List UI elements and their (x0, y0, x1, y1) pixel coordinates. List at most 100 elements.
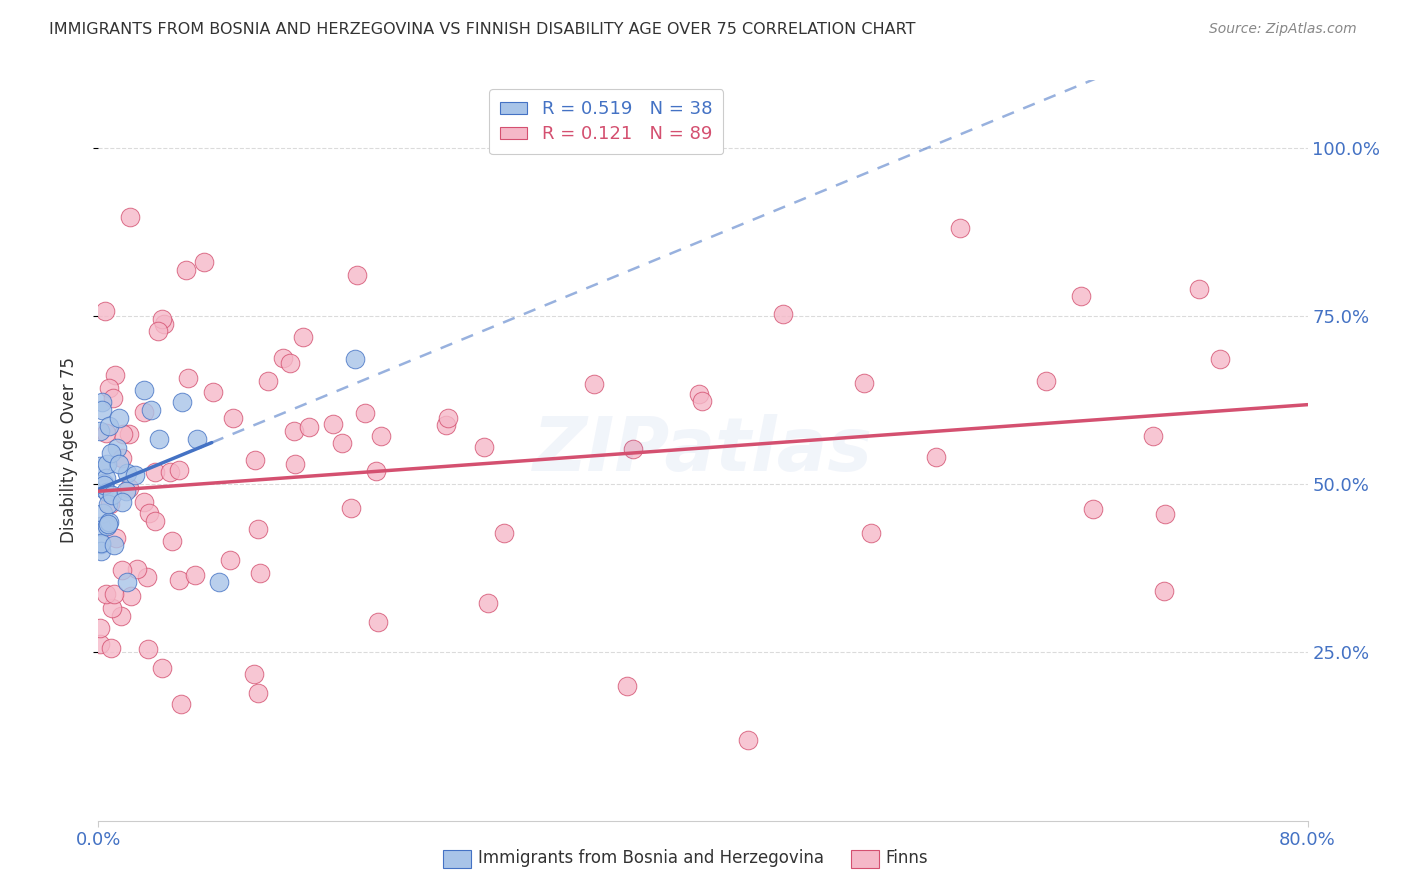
Point (298, 420, 321, 434)
Point (115, 467, 138, 481)
Point (174, 263, 197, 277)
Point (100, 446, 122, 460)
Point (120, 589, 142, 603)
Point (159, 465, 181, 479)
Point (690, 394, 713, 409)
Point (143, 514, 166, 528)
Point (167, 463, 190, 477)
Point (96, 518, 118, 533)
Point (111, 495, 134, 509)
Point (1081, 502, 1104, 516)
Point (134, 405, 156, 419)
Point (98, 418, 121, 433)
Point (103, 538, 125, 552)
Point (925, 450, 948, 465)
Point (367, 615, 389, 629)
Point (96, 471, 118, 485)
Point (330, 436, 353, 450)
Point (186, 432, 208, 446)
Point (101, 391, 124, 405)
Point (283, 424, 305, 438)
Point (247, 522, 270, 536)
Point (97, 517, 120, 532)
Point (859, 525, 882, 540)
Point (170, 697, 193, 711)
Point (246, 685, 269, 699)
Point (322, 417, 344, 431)
Point (222, 411, 245, 425)
Point (115, 574, 138, 589)
Point (436, 411, 458, 425)
Point (143, 465, 166, 479)
Point (111, 563, 134, 577)
Point (141, 403, 163, 417)
Point (621, 442, 644, 456)
Point (249, 566, 271, 581)
Point (98, 497, 121, 511)
Text: Immigrants from Bosnia and Herzegovina: Immigrants from Bosnia and Herzegovina (478, 849, 824, 867)
Point (153, 317, 176, 331)
Point (108, 411, 131, 425)
Point (616, 679, 638, 693)
Point (110, 609, 132, 624)
Point (103, 587, 125, 601)
Point (89, 424, 111, 438)
Point (93, 506, 115, 520)
Point (124, 468, 146, 483)
Point (494, 526, 516, 541)
Text: ZIPatlas: ZIPatlas (533, 414, 873, 487)
Point (125, 562, 148, 576)
Point (208, 574, 231, 589)
Point (853, 376, 876, 390)
Point (202, 384, 225, 399)
Point (184, 567, 207, 582)
Point (93, 483, 115, 497)
Point (90, 536, 112, 550)
Point (364, 464, 387, 478)
Point (278, 356, 301, 370)
Point (136, 642, 159, 657)
Point (688, 387, 710, 401)
Point (97, 497, 120, 511)
Point (150, 661, 173, 675)
Point (346, 268, 368, 283)
Point (135, 569, 157, 583)
Point (1070, 288, 1092, 302)
Point (1188, 282, 1211, 296)
Point (148, 432, 170, 446)
Point (98, 515, 121, 529)
Point (949, 221, 972, 235)
Point (176, 370, 198, 384)
Point (104, 368, 127, 382)
Point (105, 531, 128, 545)
Point (100, 640, 122, 655)
Point (89, 458, 111, 473)
Point (170, 395, 193, 409)
Point (132, 495, 155, 509)
Point (96, 485, 118, 500)
Point (91, 395, 114, 409)
Point (193, 254, 215, 268)
Point (93, 304, 115, 318)
Y-axis label: Disability Age Over 75: Disability Age Over 75 (59, 358, 77, 543)
Point (132, 383, 155, 397)
Point (477, 596, 499, 610)
Point (90, 402, 112, 417)
Point (93, 475, 115, 490)
Point (1142, 428, 1164, 442)
Point (219, 553, 242, 567)
Point (101, 601, 124, 615)
Point (353, 406, 375, 420)
Point (339, 501, 361, 516)
Point (138, 506, 160, 520)
Point (167, 573, 190, 587)
Point (148, 324, 170, 338)
Point (344, 352, 367, 367)
Point (243, 666, 266, 681)
Point (434, 417, 457, 432)
Point (93, 477, 115, 491)
Point (737, 732, 759, 747)
Point (112, 427, 135, 442)
Point (98, 381, 121, 395)
Point (162, 533, 184, 548)
